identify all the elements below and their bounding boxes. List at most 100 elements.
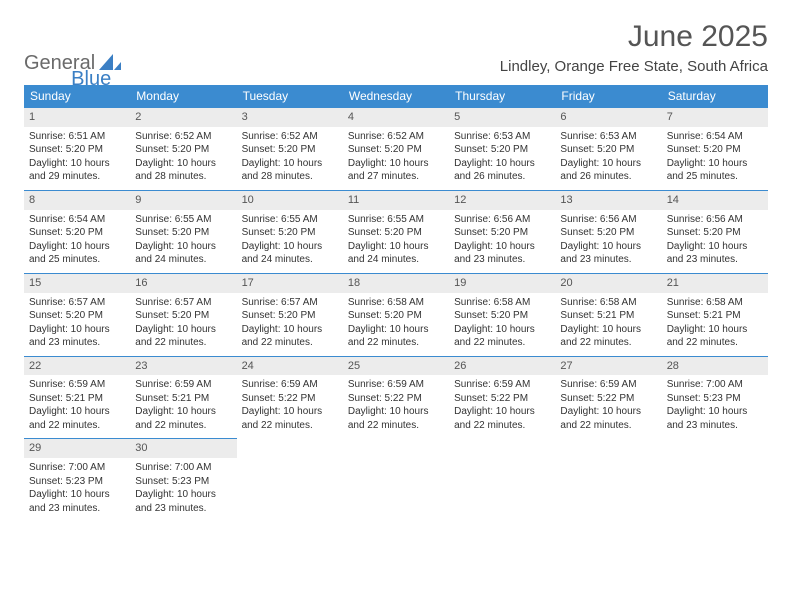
sunrise-line: Sunrise: 6:59 AM [560, 378, 656, 392]
weekday-header: Saturday [662, 85, 768, 107]
sunset-line: Sunset: 5:20 PM [135, 309, 231, 323]
daylight-line: Daylight: 10 hours and 29 minutes. [29, 157, 125, 184]
sunrise-line: Sunrise: 6:59 AM [29, 378, 125, 392]
day-number: 11 [343, 190, 449, 210]
day-cell: 10Sunrise: 6:55 AMSunset: 5:20 PMDayligh… [237, 190, 343, 273]
day-body: Sunrise: 6:57 AMSunset: 5:20 PMDaylight:… [24, 293, 130, 356]
sunset-line: Sunset: 5:22 PM [348, 392, 444, 406]
sunrise-line: Sunrise: 6:53 AM [454, 130, 550, 144]
week-row: 1Sunrise: 6:51 AMSunset: 5:20 PMDaylight… [24, 107, 768, 190]
day-cell: 6Sunrise: 6:53 AMSunset: 5:20 PMDaylight… [555, 107, 661, 190]
day-body: Sunrise: 6:58 AMSunset: 5:21 PMDaylight:… [555, 293, 661, 356]
sunrise-line: Sunrise: 6:54 AM [667, 130, 763, 144]
sunrise-line: Sunrise: 6:53 AM [560, 130, 656, 144]
sunset-line: Sunset: 5:23 PM [135, 475, 231, 489]
sunset-line: Sunset: 5:23 PM [667, 392, 763, 406]
day-number: 14 [662, 190, 768, 210]
sunrise-line: Sunrise: 6:56 AM [667, 213, 763, 227]
day-cell: 7Sunrise: 6:54 AMSunset: 5:20 PMDaylight… [662, 107, 768, 190]
day-cell: 2Sunrise: 6:52 AMSunset: 5:20 PMDaylight… [130, 107, 236, 190]
day-number: 21 [662, 273, 768, 293]
day-number: 3 [237, 107, 343, 127]
sunrise-line: Sunrise: 6:58 AM [560, 296, 656, 310]
sunset-line: Sunset: 5:20 PM [348, 226, 444, 240]
sunset-line: Sunset: 5:21 PM [667, 309, 763, 323]
daylight-line: Daylight: 10 hours and 22 minutes. [667, 323, 763, 350]
day-cell: 20Sunrise: 6:58 AMSunset: 5:21 PMDayligh… [555, 273, 661, 356]
sunset-line: Sunset: 5:22 PM [242, 392, 338, 406]
sunrise-line: Sunrise: 6:55 AM [242, 213, 338, 227]
day-number: 30 [130, 438, 236, 458]
week-row: 29Sunrise: 7:00 AMSunset: 5:23 PMDayligh… [24, 438, 768, 521]
sunrise-line: Sunrise: 6:57 AM [29, 296, 125, 310]
day-number: 12 [449, 190, 555, 210]
day-body: Sunrise: 6:59 AMSunset: 5:22 PMDaylight:… [343, 375, 449, 438]
day-number: 10 [237, 190, 343, 210]
daylight-line: Daylight: 10 hours and 22 minutes. [242, 323, 338, 350]
day-cell: 3Sunrise: 6:52 AMSunset: 5:20 PMDaylight… [237, 107, 343, 190]
day-body: Sunrise: 6:59 AMSunset: 5:21 PMDaylight:… [24, 375, 130, 438]
day-cell: 16Sunrise: 6:57 AMSunset: 5:20 PMDayligh… [130, 273, 236, 356]
sunset-line: Sunset: 5:20 PM [29, 226, 125, 240]
daylight-line: Daylight: 10 hours and 22 minutes. [454, 405, 550, 432]
day-cell [449, 438, 555, 521]
day-cell [343, 438, 449, 521]
day-body: Sunrise: 6:55 AMSunset: 5:20 PMDaylight:… [343, 210, 449, 273]
sunrise-line: Sunrise: 6:58 AM [348, 296, 444, 310]
day-number: 25 [343, 356, 449, 376]
daylight-line: Daylight: 10 hours and 23 minutes. [667, 405, 763, 432]
day-cell: 19Sunrise: 6:58 AMSunset: 5:20 PMDayligh… [449, 273, 555, 356]
day-body: Sunrise: 7:00 AMSunset: 5:23 PMDaylight:… [662, 375, 768, 438]
daylight-line: Daylight: 10 hours and 23 minutes. [454, 240, 550, 267]
day-cell [662, 438, 768, 521]
sunset-line: Sunset: 5:20 PM [560, 226, 656, 240]
day-cell: 9Sunrise: 6:55 AMSunset: 5:20 PMDaylight… [130, 190, 236, 273]
daylight-line: Daylight: 10 hours and 22 minutes. [348, 405, 444, 432]
daylight-line: Daylight: 10 hours and 23 minutes. [135, 488, 231, 515]
day-cell: 26Sunrise: 6:59 AMSunset: 5:22 PMDayligh… [449, 356, 555, 439]
day-body: Sunrise: 6:59 AMSunset: 5:22 PMDaylight:… [555, 375, 661, 438]
day-cell: 22Sunrise: 6:59 AMSunset: 5:21 PMDayligh… [24, 356, 130, 439]
sunrise-line: Sunrise: 6:55 AM [135, 213, 231, 227]
day-number: 17 [237, 273, 343, 293]
day-number: 23 [130, 356, 236, 376]
day-body: Sunrise: 6:55 AMSunset: 5:20 PMDaylight:… [237, 210, 343, 273]
sunset-line: Sunset: 5:20 PM [348, 143, 444, 157]
sunset-line: Sunset: 5:20 PM [454, 309, 550, 323]
day-number: 27 [555, 356, 661, 376]
daylight-line: Daylight: 10 hours and 22 minutes. [454, 323, 550, 350]
sunset-line: Sunset: 5:23 PM [29, 475, 125, 489]
sunrise-line: Sunrise: 6:59 AM [348, 378, 444, 392]
daylight-line: Daylight: 10 hours and 24 minutes. [348, 240, 444, 267]
day-body: Sunrise: 6:53 AMSunset: 5:20 PMDaylight:… [449, 127, 555, 190]
daylight-line: Daylight: 10 hours and 22 minutes. [242, 405, 338, 432]
daylight-line: Daylight: 10 hours and 28 minutes. [242, 157, 338, 184]
day-number: 26 [449, 356, 555, 376]
daylight-line: Daylight: 10 hours and 23 minutes. [560, 240, 656, 267]
day-body: Sunrise: 6:54 AMSunset: 5:20 PMDaylight:… [662, 127, 768, 190]
sunset-line: Sunset: 5:21 PM [29, 392, 125, 406]
day-body: Sunrise: 6:59 AMSunset: 5:22 PMDaylight:… [449, 375, 555, 438]
month-title: June 2025 [500, 20, 768, 54]
daylight-line: Daylight: 10 hours and 26 minutes. [560, 157, 656, 184]
weekday-header: Friday [555, 85, 661, 107]
week-row: 15Sunrise: 6:57 AMSunset: 5:20 PMDayligh… [24, 273, 768, 356]
daylight-line: Daylight: 10 hours and 25 minutes. [29, 240, 125, 267]
day-cell: 5Sunrise: 6:53 AMSunset: 5:20 PMDaylight… [449, 107, 555, 190]
day-body: Sunrise: 6:52 AMSunset: 5:20 PMDaylight:… [237, 127, 343, 190]
sunrise-line: Sunrise: 6:59 AM [242, 378, 338, 392]
day-cell: 8Sunrise: 6:54 AMSunset: 5:20 PMDaylight… [24, 190, 130, 273]
page-header: General Blue June 2025 Lindley, Orange F… [24, 20, 768, 75]
sunrise-line: Sunrise: 6:57 AM [135, 296, 231, 310]
sunset-line: Sunset: 5:20 PM [242, 226, 338, 240]
day-number: 6 [555, 107, 661, 127]
day-body: Sunrise: 6:57 AMSunset: 5:20 PMDaylight:… [237, 293, 343, 356]
daylight-line: Daylight: 10 hours and 22 minutes. [560, 405, 656, 432]
daylight-line: Daylight: 10 hours and 23 minutes. [29, 488, 125, 515]
sunrise-line: Sunrise: 6:55 AM [348, 213, 444, 227]
day-body: Sunrise: 6:56 AMSunset: 5:20 PMDaylight:… [555, 210, 661, 273]
sunset-line: Sunset: 5:20 PM [667, 143, 763, 157]
day-cell: 15Sunrise: 6:57 AMSunset: 5:20 PMDayligh… [24, 273, 130, 356]
sunrise-line: Sunrise: 6:52 AM [135, 130, 231, 144]
daylight-line: Daylight: 10 hours and 25 minutes. [667, 157, 763, 184]
